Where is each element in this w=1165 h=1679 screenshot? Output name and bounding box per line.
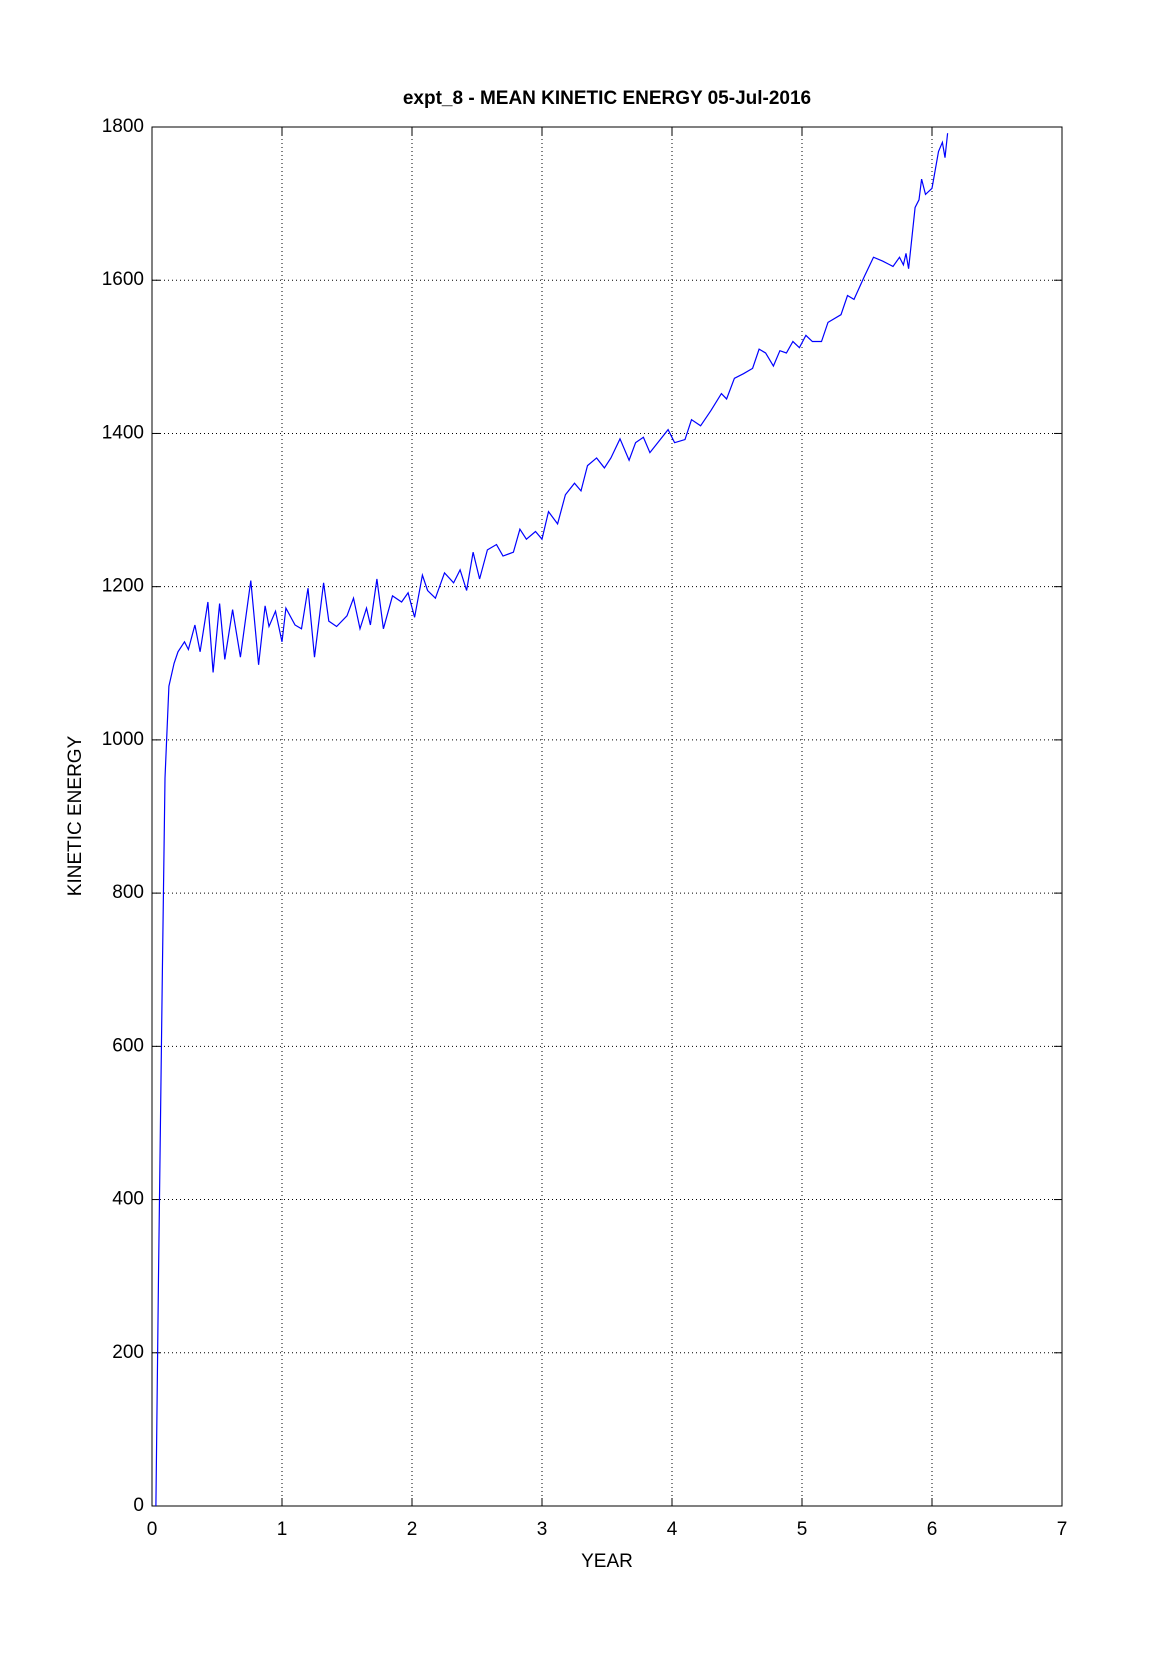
x-tick-label: 0 xyxy=(147,1519,158,1540)
x-axis-label: YEAR xyxy=(581,1551,633,1572)
x-tick-label: 1 xyxy=(277,1519,288,1540)
y-tick-label: 200 xyxy=(112,1342,144,1363)
y-tick-label: 1800 xyxy=(102,116,144,137)
y-axis-label: KINETIC ENERGY xyxy=(65,735,86,896)
chart-title: expt_8 - MEAN KINETIC ENERGY 05-Jul-2016 xyxy=(403,88,811,109)
y-tick-label: 1600 xyxy=(102,269,144,290)
y-tick-label: 800 xyxy=(112,882,144,903)
x-tick-label: 5 xyxy=(797,1519,808,1540)
data-line xyxy=(155,133,949,1507)
y-tick-label: 1000 xyxy=(102,729,144,750)
x-tick-label: 6 xyxy=(927,1519,938,1540)
y-tick-label: 400 xyxy=(112,1189,144,1210)
y-tick-label: 0 xyxy=(133,1495,144,1516)
x-tick-label: 2 xyxy=(407,1519,418,1540)
x-tick-label: 7 xyxy=(1057,1519,1068,1540)
plot-frame xyxy=(151,126,1063,1507)
y-tick-label: 1200 xyxy=(102,576,144,597)
x-tick-label: 4 xyxy=(667,1519,678,1540)
y-tick-label: 600 xyxy=(112,1035,144,1056)
y-tick-label: 1400 xyxy=(102,422,144,443)
x-tick-label: 3 xyxy=(537,1519,548,1540)
